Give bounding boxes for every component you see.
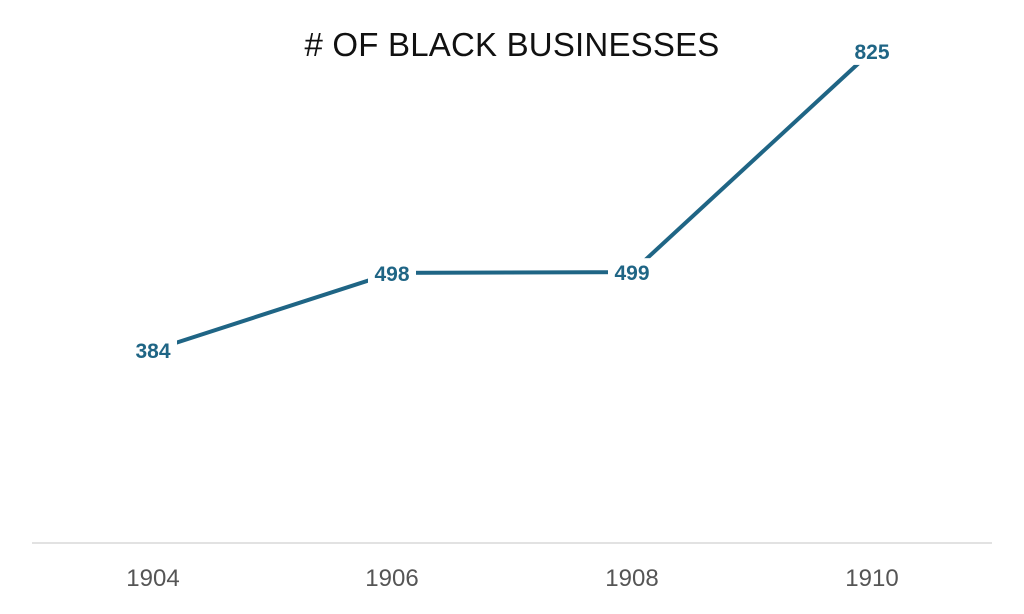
series-line — [151, 48, 874, 353]
series-layer — [151, 48, 874, 353]
data-label-background — [129, 336, 177, 365]
x-tick-label: 1904 — [126, 565, 179, 592]
data-label: 384 — [135, 340, 170, 363]
data-label: 825 — [854, 41, 889, 64]
x-tick-labels-layer: 1904 1906 1908 1910 — [126, 565, 898, 592]
data-label-background — [368, 258, 416, 287]
data-label-background — [608, 258, 656, 287]
data-labels-layer: 384 498 499 825 — [129, 36, 896, 365]
x-tick-label: 1910 — [845, 565, 898, 592]
data-label: 499 — [614, 262, 649, 285]
x-tick-label: 1908 — [605, 565, 658, 592]
data-label: 498 — [374, 263, 409, 286]
x-tick-label: 1906 — [365, 565, 418, 592]
data-label-background — [848, 36, 896, 65]
chart-title: # OF BLACK BUSINESSES — [304, 26, 720, 63]
